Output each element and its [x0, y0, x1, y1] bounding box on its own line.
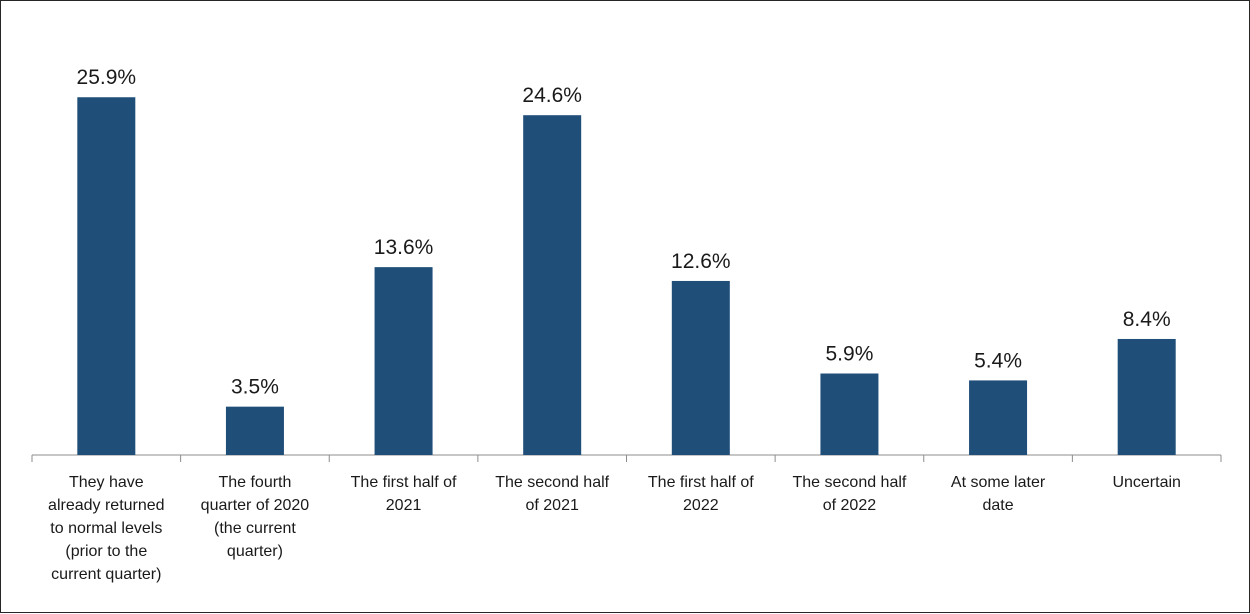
bar — [820, 373, 879, 455]
bars-group — [77, 97, 1176, 456]
bar — [225, 406, 284, 455]
category-label: The second half of 2021 — [495, 474, 609, 514]
category-label-line: Uncertain — [1112, 474, 1180, 491]
category-label-line: 2021 — [386, 497, 422, 514]
category-labels-group: They have already returned to normal level… — [48, 474, 1181, 583]
data-labels-group: 25.9% 3.5% 13.6% 24.6% 12.6% 5.9% 5.4% 8.4% — [77, 66, 1171, 398]
category-label-line: date — [982, 497, 1013, 514]
bar — [1117, 338, 1176, 455]
category-label-line: to normal levels — [50, 520, 162, 537]
bar — [969, 380, 1028, 455]
category-label-line: They have — [69, 474, 144, 491]
category-label: They have already returned to normal level… — [48, 474, 165, 583]
bar — [77, 97, 136, 456]
category-label-line: (prior to the — [65, 543, 147, 560]
data-label: 12.6% — [671, 250, 731, 273]
category-label-line: already returned — [48, 497, 165, 514]
bar — [671, 280, 730, 455]
category-label: The first half of 2022 — [648, 474, 754, 514]
data-label: 24.6% — [522, 84, 582, 107]
category-label-line: current quarter) — [51, 566, 161, 583]
data-label: 25.9% — [77, 66, 137, 89]
category-label: The fourth quarter of 2020 (the current qua… — [201, 474, 310, 560]
category-label-line: The first half of — [351, 474, 457, 491]
data-label: 3.5% — [231, 376, 279, 399]
category-label-line: At some later — [951, 474, 1046, 491]
data-label: 13.6% — [374, 236, 434, 259]
data-label: 5.9% — [826, 343, 874, 366]
category-label-line: The second half — [495, 474, 609, 491]
bar — [523, 115, 582, 455]
category-label-line: The first half of — [648, 474, 754, 491]
category-label: The first half of 2021 — [351, 474, 457, 514]
category-label-line: of 2021 — [525, 497, 578, 514]
category-label-line: The fourth — [218, 474, 291, 491]
category-label: Uncertain — [1112, 474, 1180, 491]
category-label: At some later date — [951, 474, 1046, 514]
category-label-line: of 2022 — [823, 497, 876, 514]
data-label: 8.4% — [1123, 308, 1171, 331]
category-label-line: quarter of 2020 — [201, 497, 310, 514]
category-label-line: quarter) — [227, 543, 283, 560]
x-axis-ticks — [31, 455, 1222, 462]
category-label-line: 2022 — [683, 497, 719, 514]
category-label: The second half of 2022 — [793, 474, 907, 514]
data-label: 5.4% — [974, 349, 1022, 372]
category-label-line: The second half — [793, 474, 907, 491]
bar — [374, 267, 433, 455]
category-label-line: (the current — [214, 520, 296, 537]
